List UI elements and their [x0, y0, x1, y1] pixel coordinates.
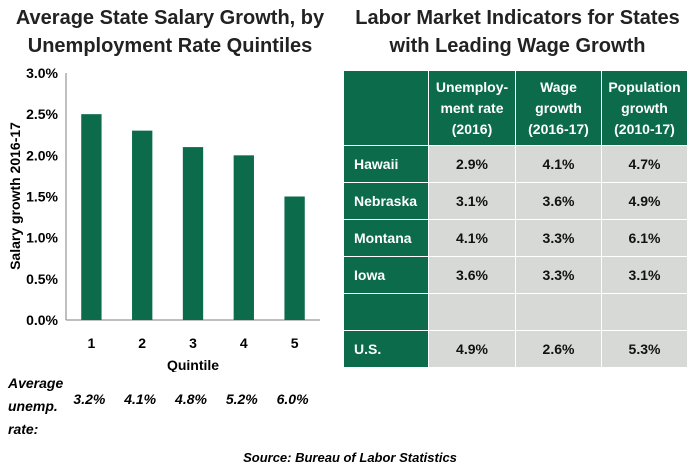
x-tick-labels: 1 2 3 4 5	[88, 335, 299, 351]
table-title: Labor Market Indicators for States with …	[355, 7, 680, 57]
header-wage-growth: Wage growth (2016-17)	[515, 70, 602, 146]
unemp-cell: 4.1%	[428, 219, 516, 257]
y-tick-label: 1.0%	[26, 230, 58, 246]
unemp-cell: 3.1%	[428, 182, 516, 220]
salary-growth-bar-chart: 0.0% 0.5% 1.0% 1.5% 2.0% 2.5% 3.0% 1 2 3 4 5 Salar…	[7, 65, 320, 372]
x-axis-label: Quintile	[167, 357, 219, 372]
unemp-cell	[428, 293, 516, 331]
avg-unemp-value: 5.2%	[225, 391, 258, 407]
y-tick-label: 1.5%	[26, 189, 58, 205]
pop-cell: 4.9%	[601, 182, 688, 220]
chart-title: Average State Salary Growth, by Unemploy…	[15, 7, 325, 57]
table-row: U.S. 4.9% 2.6% 5.3%	[343, 330, 688, 368]
y-tick-label: 2.5%	[26, 106, 58, 122]
bar	[132, 130, 153, 320]
bar	[182, 147, 204, 320]
avg-unemp-value: 4.8%	[175, 391, 207, 407]
state-cell: Montana	[343, 219, 429, 257]
table-row: Montana 4.1% 3.3% 6.1%	[343, 219, 688, 257]
table-row: Iowa 3.6% 3.3% 3.1%	[343, 256, 688, 294]
wage-cell: 3.6%	[515, 182, 602, 220]
unemp-cell: 3.6%	[428, 256, 516, 294]
unemp-cell: 4.9%	[428, 330, 516, 368]
x-tick-label: 3	[189, 335, 197, 351]
unemp-cell: 2.9%	[428, 145, 516, 183]
y-tick-label: 3.0%	[26, 65, 58, 81]
wage-cell: 3.3%	[515, 256, 602, 294]
state-cell: U.S.	[343, 330, 429, 368]
state-cell: Iowa	[343, 256, 429, 294]
wage-cell: 4.1%	[515, 145, 602, 183]
wage-cell	[515, 293, 602, 331]
y-tick-label: 2.0%	[26, 147, 58, 163]
state-cell: Hawaii	[343, 145, 429, 183]
y-tick-label: 0.5%	[26, 271, 58, 287]
table-spacer-row	[343, 293, 688, 331]
bar	[233, 155, 254, 320]
avg-unemp-label: Average unemp. rate:	[8, 375, 64, 437]
pop-cell: 6.1%	[601, 219, 688, 257]
state-cell: Nebraska	[343, 182, 429, 220]
y-tick-labels: 0.0% 0.5% 1.0% 1.5% 2.0% 2.5% 3.0%	[26, 65, 58, 328]
bar	[284, 196, 305, 320]
x-tick-label: 2	[138, 335, 146, 351]
table-header-row: Unemploy-ment rate (2016) Wage growth (2…	[343, 70, 688, 146]
wage-cell: 3.3%	[515, 219, 602, 257]
bars	[81, 114, 305, 321]
header-population-growth: Population growth (2010-17)	[601, 70, 688, 146]
table-row: Hawaii 2.9% 4.1% 4.7%	[343, 145, 688, 183]
header-unemployment-rate: Unemploy-ment rate (2016)	[428, 70, 516, 146]
pop-cell: 3.1%	[601, 256, 688, 294]
x-tick-label: 4	[240, 335, 248, 351]
pop-cell	[601, 293, 688, 331]
table-row: Nebraska 3.1% 3.6% 4.9%	[343, 182, 688, 220]
pop-cell: 4.7%	[601, 145, 688, 183]
header-state	[343, 70, 429, 146]
avg-unemp-value: 6.0%	[276, 391, 309, 407]
avg-unemp-value: 3.2%	[73, 391, 106, 407]
state-cell	[343, 293, 429, 331]
source-note: Source: Bureau of Labor Statistics	[243, 450, 457, 465]
y-axis-label: Salary growth 2016-17	[7, 122, 23, 270]
labor-market-table: Unemploy-ment rate (2016) Wage growth (2…	[343, 70, 688, 368]
wage-cell: 2.6%	[515, 330, 602, 368]
pop-cell: 5.3%	[601, 330, 688, 368]
x-tick-label: 1	[88, 335, 96, 351]
bar	[81, 114, 102, 321]
avg-unemp-value: 4.1%	[124, 391, 157, 407]
x-tick-label: 5	[291, 335, 299, 351]
y-tick-label: 0.0%	[26, 312, 58, 328]
